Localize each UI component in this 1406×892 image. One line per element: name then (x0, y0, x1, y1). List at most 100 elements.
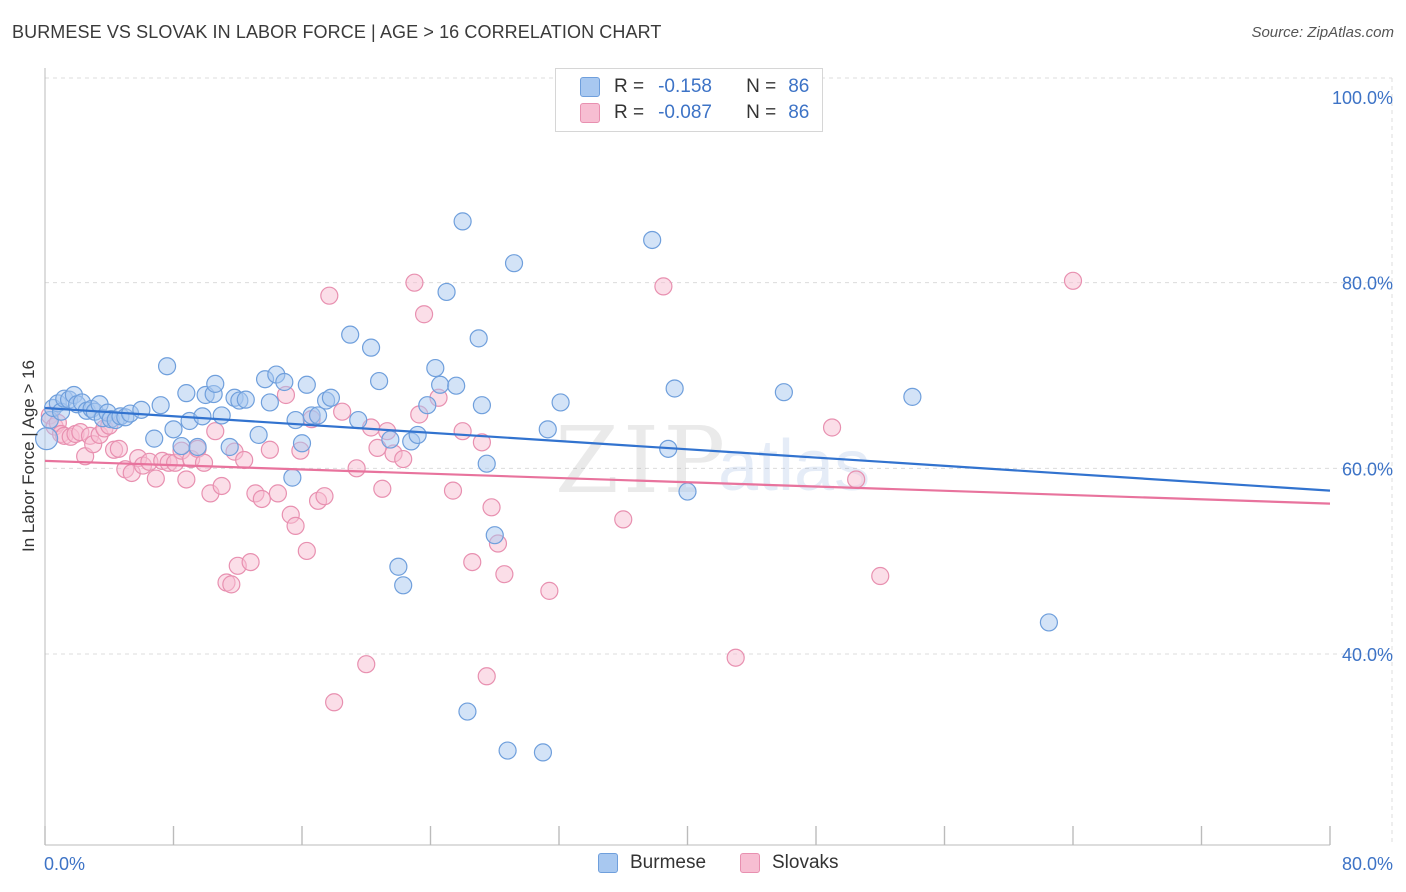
burmese-point (1039, 613, 1059, 632)
slovaks-point (177, 470, 196, 489)
burmese-point (361, 338, 381, 357)
slovaks-trend-line (44, 459, 1331, 505)
correlation-legend: R = -0.158 N = 86 R = -0.087 N = 86 (555, 68, 823, 132)
burmese-points (35, 212, 1059, 762)
legend-r-value: -0.158 (658, 76, 712, 97)
tick-labels: 40.0% 60.0% 80.0% 100.0% 0.0% 80.0% (44, 88, 1393, 874)
slovaks-point (394, 449, 413, 469)
legend-row-slovaks: R = -0.087 N = 86 (580, 101, 809, 125)
y-tick-label: 60.0% (1342, 459, 1393, 479)
burmese-point (145, 429, 164, 448)
burmese-point (249, 425, 268, 445)
slovaks-point (325, 693, 344, 712)
burmese-point (236, 390, 255, 409)
slovaks-point (443, 481, 463, 500)
burmese-point (903, 387, 922, 406)
burmese-point (469, 329, 488, 348)
slovaks-point (212, 476, 231, 496)
burmese-point (193, 407, 212, 426)
burmese-point (292, 434, 312, 453)
slovaks-point (373, 479, 392, 498)
burmese-point (35, 427, 59, 451)
trend-lines (44, 406, 1331, 505)
burmese-point (418, 396, 437, 415)
y-tick-label: 80.0% (1342, 274, 1393, 294)
slovaks-legend-label: Slovaks (772, 852, 839, 873)
slovaks-point (268, 484, 288, 503)
slovaks-point (146, 469, 165, 488)
burmese-point (437, 282, 456, 302)
legend-row-burmese: R = -0.158 N = 86 (580, 75, 809, 99)
burmese-point (132, 400, 151, 419)
burmese-point (164, 420, 183, 439)
slovaks-swatch (580, 103, 600, 123)
slovaks-point (540, 581, 559, 600)
slovaks-point (109, 439, 128, 458)
x-tick-label: 80.0% (1342, 854, 1393, 874)
burmese-point (283, 468, 302, 487)
burmese-point (341, 325, 360, 344)
x-tick-label: 0.0% (44, 854, 85, 874)
burmese-point (188, 437, 207, 457)
slovaks-point (252, 489, 271, 509)
burmese-swatch (598, 853, 618, 873)
slovaks-point (320, 286, 339, 305)
watermark-zip: ZIP (555, 407, 729, 514)
chart-title: BURMESE VS SLOVAK IN LABOR FORCE | AGE >… (12, 22, 662, 42)
slovaks-point (726, 648, 745, 667)
slovaks-point (347, 459, 366, 478)
slovaks-point (235, 450, 254, 470)
burmese-swatch (580, 77, 600, 97)
burmese-point (665, 379, 684, 398)
burmese-trend-line (44, 406, 1331, 492)
burmese-point (477, 454, 496, 473)
burmese-point (212, 406, 231, 425)
slovaks-point (463, 552, 482, 572)
burmese-point (538, 420, 557, 439)
legend-n-value: 86 (788, 76, 810, 97)
slovaks-point (333, 402, 352, 421)
slovaks-point (286, 516, 305, 535)
burmese-point (504, 254, 524, 273)
burmese-point (172, 436, 191, 456)
legend-n-value: 86 (788, 102, 810, 123)
burmese-point (485, 526, 504, 545)
slovaks-point (368, 438, 387, 458)
bottom-legend-burmese: Burmese (598, 852, 706, 874)
burmese-point (453, 212, 472, 231)
slovaks-point (315, 487, 334, 506)
burmese-legend-label: Burmese (630, 852, 707, 873)
slovaks-point (414, 305, 434, 324)
burmese-point (498, 741, 517, 760)
slovaks-point (260, 440, 279, 459)
y-tick-label: 40.0% (1342, 645, 1393, 665)
legend-r-value: -0.087 (658, 102, 712, 123)
slovaks-point (453, 422, 472, 441)
watermark: ZIP atlas (555, 407, 870, 514)
y-tick-label: 100.0% (1332, 88, 1393, 108)
slovaks-point (847, 470, 866, 489)
legend-r-label: R = (614, 76, 645, 97)
burmese-point (151, 396, 170, 415)
burmese-point (206, 374, 225, 393)
slovaks-point (495, 565, 514, 584)
burmese-point (260, 393, 279, 412)
slovaks-point (654, 277, 673, 296)
y-axis-label: In Labor Force | Age > 16 (19, 360, 38, 552)
burmese-point (349, 410, 368, 430)
burmese-point (394, 576, 413, 595)
slovaks-point (482, 498, 501, 517)
slovaks-point (297, 541, 316, 561)
burmese-point (297, 375, 316, 394)
slovaks-point (241, 552, 260, 572)
burmese-point (458, 702, 477, 721)
legend-n-label: N = (746, 76, 777, 97)
burmese-point (551, 393, 570, 412)
slovaks-point (871, 566, 890, 586)
burmese-point (472, 396, 491, 415)
slovaks-point (472, 433, 491, 452)
burmese-point (426, 358, 445, 378)
burmese-point (533, 743, 553, 762)
burmese-point (447, 376, 466, 395)
